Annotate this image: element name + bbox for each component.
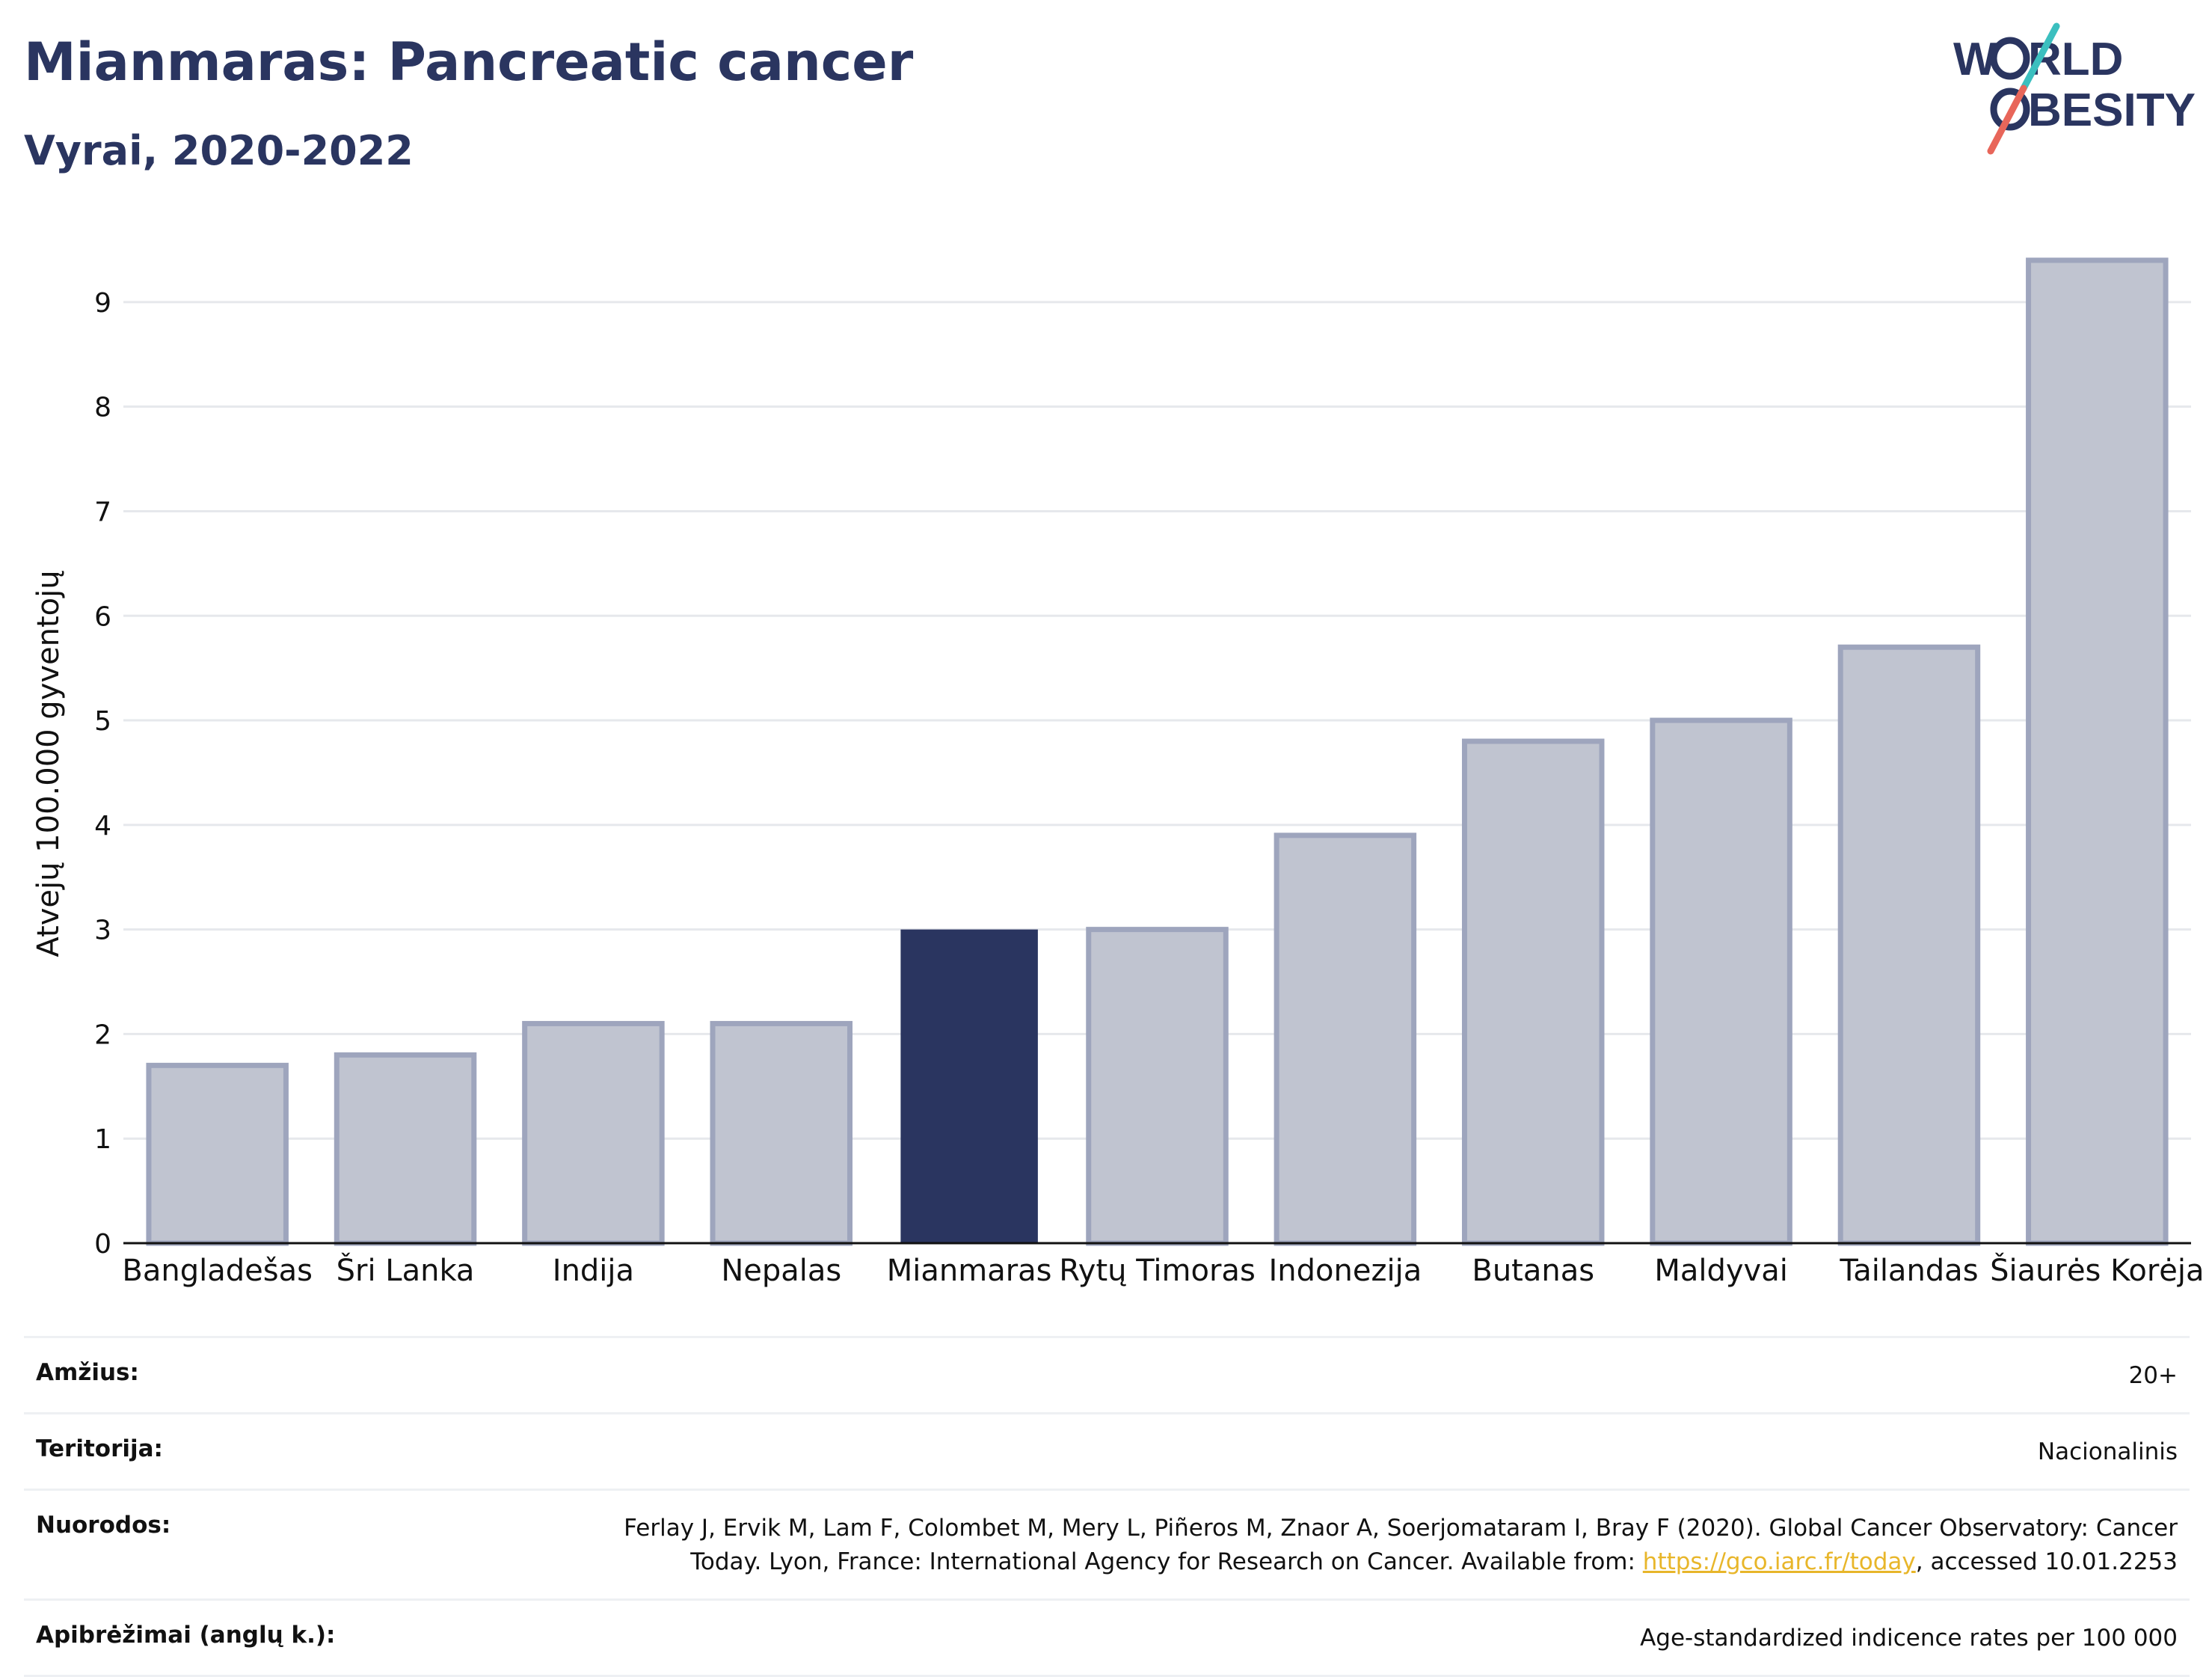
x-tick-label: Šri Lanka (337, 1252, 475, 1288)
territory-value: Nacionalinis (2037, 1438, 2178, 1465)
bar-highlight (900, 929, 1038, 1243)
y-axis-label: Atvejų 100.000 gyventojų (31, 570, 66, 957)
bar (710, 1020, 853, 1246)
y-tick-label: 8 (94, 393, 111, 423)
x-tick-label: Rytų Timoras (1059, 1254, 1256, 1288)
age-row: Amžius: 20+ (24, 1336, 2190, 1412)
logo-o-top (1990, 37, 2030, 80)
x-tick-label: Maldyvai (1654, 1254, 1788, 1288)
chart-subtitle: Vyrai, 2020-2022 (24, 127, 414, 174)
y-tick-labels: 0 1 2 3 4 5 6 7 8 9 (94, 288, 111, 1260)
bar (1650, 717, 1792, 1246)
x-tick-label: Indonezija (1269, 1254, 1422, 1288)
bar-chart: 0 1 2 3 4 5 6 7 8 9 Bangladešas Šri Lanka Indija Nep… (31, 257, 2205, 1288)
bar (334, 1052, 477, 1246)
references-line1: Ferlay J, Ervik M, Lam F, Colombet M, Me… (624, 1514, 2178, 1542)
y-tick-label: 6 (94, 601, 111, 632)
bar (2026, 257, 2169, 1246)
x-tick-label: Nepalas (721, 1254, 841, 1288)
x-tick-label: Butanas (1472, 1254, 1594, 1288)
references-row: Nuorodos: Ferlay J, Ervik M, Lam F, Colo… (24, 1488, 2190, 1598)
references-line2-pre: Today. Lyon, France: International Agenc… (690, 1548, 1643, 1575)
logo-slash-bottom (1987, 85, 2027, 155)
x-tick-labels: Bangladešas Šri Lanka Indija Nepalas Mianmar… (122, 1252, 2204, 1288)
references-link[interactable]: https://gco.iarc.fr/today (1642, 1548, 1916, 1575)
bar (1086, 927, 1229, 1246)
x-tick-label: Tailandas (1839, 1254, 1978, 1288)
references-line2-post: , accessed 10.01.2253 (1915, 1548, 2178, 1575)
logo-o-bottom (1990, 88, 2030, 131)
definitions-row: Apibrėžimai (anglų k.): Age-standardized… (24, 1598, 2190, 1677)
x-tick-label: Šiaurės Korėja (1990, 1252, 2204, 1288)
bar (1461, 738, 1605, 1246)
references-value: Ferlay J, Ervik M, Lam F, Colombet M, Me… (624, 1512, 2178, 1579)
x-tick-label: Bangladešas (122, 1254, 313, 1288)
x-tick-label: Indija (553, 1254, 634, 1288)
world-obesity-logo: W RLD BESITY (1953, 22, 2196, 155)
definitions-value: Age-standardized indicence rates per 100… (1640, 1624, 2178, 1652)
definitions-label: Apibrėžimai (anglų k.): (36, 1621, 336, 1649)
y-tick-label: 2 (94, 1020, 111, 1050)
chart-title: Mianmaras: Pancreatic cancer (24, 31, 914, 93)
bar (522, 1020, 665, 1246)
bar (1274, 833, 1417, 1246)
bars (146, 257, 2169, 1246)
y-tick-label: 7 (94, 497, 111, 527)
logo-besity: BESITY (2028, 85, 2196, 136)
y-tick-label: 5 (94, 706, 111, 737)
logo-slash-top (2020, 22, 2060, 92)
references-label: Nuorodos: (36, 1511, 171, 1539)
territory-row: Teritorija: Nacionalinis (24, 1411, 2190, 1489)
bar (146, 1062, 289, 1246)
territory-label: Teritorija: (36, 1435, 163, 1462)
chart-details-table: Amžius: 20+ Teritorija: Nacionalinis Nuo… (24, 1336, 2190, 1677)
logo-rld: RLD (2028, 34, 2123, 85)
bar (1837, 644, 1981, 1246)
y-tick-label: 3 (94, 916, 111, 946)
y-tick-label: 4 (94, 811, 111, 841)
x-tick-label: Mianmaras (887, 1254, 1052, 1288)
logo-w: W (1953, 34, 1997, 85)
y-tick-label: 1 (94, 1124, 111, 1155)
y-tick-label: 0 (94, 1229, 111, 1260)
age-value: 20+ (2128, 1362, 2178, 1389)
age-label: Amžius: (36, 1359, 139, 1386)
y-tick-label: 9 (94, 288, 111, 319)
